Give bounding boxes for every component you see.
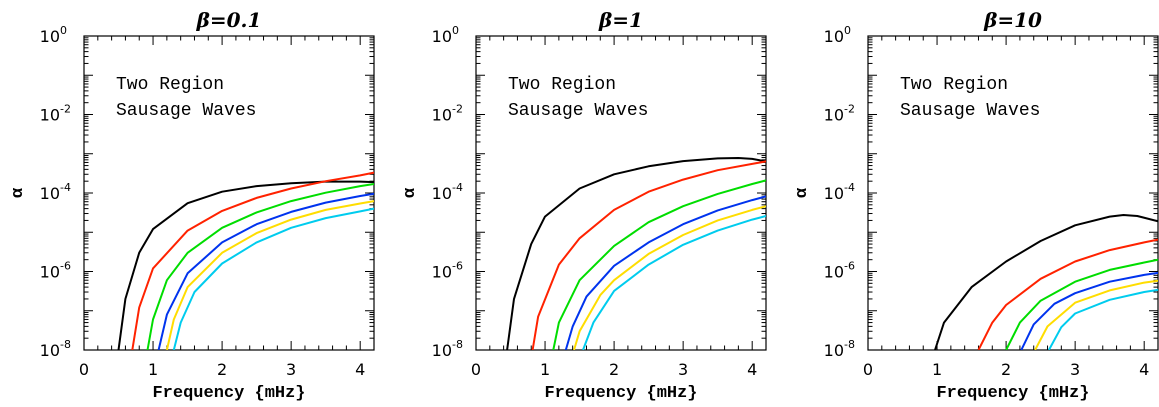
chart-title: β=1 xyxy=(598,8,643,32)
y-tick-exponent: -2 xyxy=(60,103,71,116)
annotation-line: Two Region xyxy=(116,75,224,95)
x-tick-label: 4 xyxy=(355,360,365,379)
y-tick-exponent: -4 xyxy=(844,181,855,194)
y-tick-label: 10 xyxy=(40,341,60,360)
y-tick-label: 10 xyxy=(40,27,60,46)
y-tick-exponent: -6 xyxy=(60,260,71,273)
x-axis-label: Frequency {mHz} xyxy=(936,384,1089,403)
y-tick-label: 10 xyxy=(40,184,60,203)
annotation-line: Sausage Waves xyxy=(508,101,648,121)
y-tick-exponent: 0 xyxy=(452,24,459,37)
y-tick-exponent: -6 xyxy=(844,260,855,273)
x-tick-label: 0 xyxy=(471,360,481,379)
x-tick-label: 3 xyxy=(286,360,296,379)
x-tick-label: 3 xyxy=(678,360,688,379)
series-line-3 xyxy=(1005,258,1158,350)
y-axis-label: α xyxy=(401,187,420,198)
x-tick-label: 2 xyxy=(217,360,227,379)
y-tick-label: 10 xyxy=(824,106,844,125)
series-line-3 xyxy=(552,179,766,350)
y-tick-exponent: -6 xyxy=(452,260,463,273)
y-axis-label: α xyxy=(793,187,812,198)
y-tick-label: 10 xyxy=(432,263,452,282)
y-tick-label: 10 xyxy=(40,263,60,282)
series-line-4 xyxy=(1020,271,1158,350)
y-tick-label: 10 xyxy=(432,184,452,203)
y-tick-label: 10 xyxy=(432,27,452,46)
y-tick-exponent: -4 xyxy=(60,181,71,194)
y-tick-exponent: 0 xyxy=(844,24,851,37)
x-axis-label: Frequency {mHz} xyxy=(544,384,697,403)
x-tick-label: 0 xyxy=(863,360,873,379)
y-tick-label: 10 xyxy=(824,341,844,360)
x-tick-label: 2 xyxy=(1001,360,1011,379)
y-tick-exponent: -8 xyxy=(60,338,71,351)
y-tick-exponent: 0 xyxy=(60,24,67,37)
annotation-line: Sausage Waves xyxy=(900,101,1040,121)
series-line-6 xyxy=(582,215,766,350)
y-axis-label: α xyxy=(9,187,28,198)
x-tick-label: 1 xyxy=(540,360,550,379)
chart-title: β=0.1 xyxy=(196,8,262,32)
series-line-4 xyxy=(157,192,374,350)
series-line-2 xyxy=(531,160,766,350)
chart-title: β=10 xyxy=(983,8,1042,32)
series-line-6 xyxy=(1048,288,1158,350)
x-tick-label: 4 xyxy=(747,360,757,379)
x-tick-label: 1 xyxy=(932,360,942,379)
series-line-4 xyxy=(564,195,766,350)
x-axis-label: Frequency {mHz} xyxy=(152,384,305,403)
y-tick-label: 10 xyxy=(824,184,844,203)
series-line-2 xyxy=(977,238,1158,350)
series-line-1 xyxy=(117,180,374,350)
y-tick-label: 10 xyxy=(432,341,452,360)
series-line-5 xyxy=(165,200,374,350)
y-tick-exponent: -4 xyxy=(452,181,463,194)
annotation-line: Two Region xyxy=(508,75,616,95)
x-tick-label: 4 xyxy=(1139,360,1149,379)
y-tick-exponent: -8 xyxy=(452,338,463,351)
x-tick-label: 3 xyxy=(1070,360,1080,379)
x-tick-label: 2 xyxy=(609,360,619,379)
series-line-2 xyxy=(131,171,374,350)
x-tick-label: 1 xyxy=(148,360,158,379)
y-tick-label: 10 xyxy=(432,106,452,125)
y-tick-label: 10 xyxy=(824,27,844,46)
series-line-6 xyxy=(172,207,374,350)
series-line-1 xyxy=(506,157,766,350)
y-tick-label: 10 xyxy=(824,263,844,282)
y-tick-label: 10 xyxy=(40,106,60,125)
y-tick-exponent: -2 xyxy=(844,103,855,116)
x-tick-label: 0 xyxy=(79,360,89,379)
y-tick-exponent: -2 xyxy=(452,103,463,116)
series-line-3 xyxy=(146,183,374,350)
y-tick-exponent: -8 xyxy=(844,338,855,351)
annotation-line: Sausage Waves xyxy=(116,101,256,121)
series-line-1 xyxy=(934,214,1158,350)
series-line-5 xyxy=(573,205,766,350)
annotation-line: Two Region xyxy=(900,75,1008,95)
series-line-5 xyxy=(1034,279,1158,350)
